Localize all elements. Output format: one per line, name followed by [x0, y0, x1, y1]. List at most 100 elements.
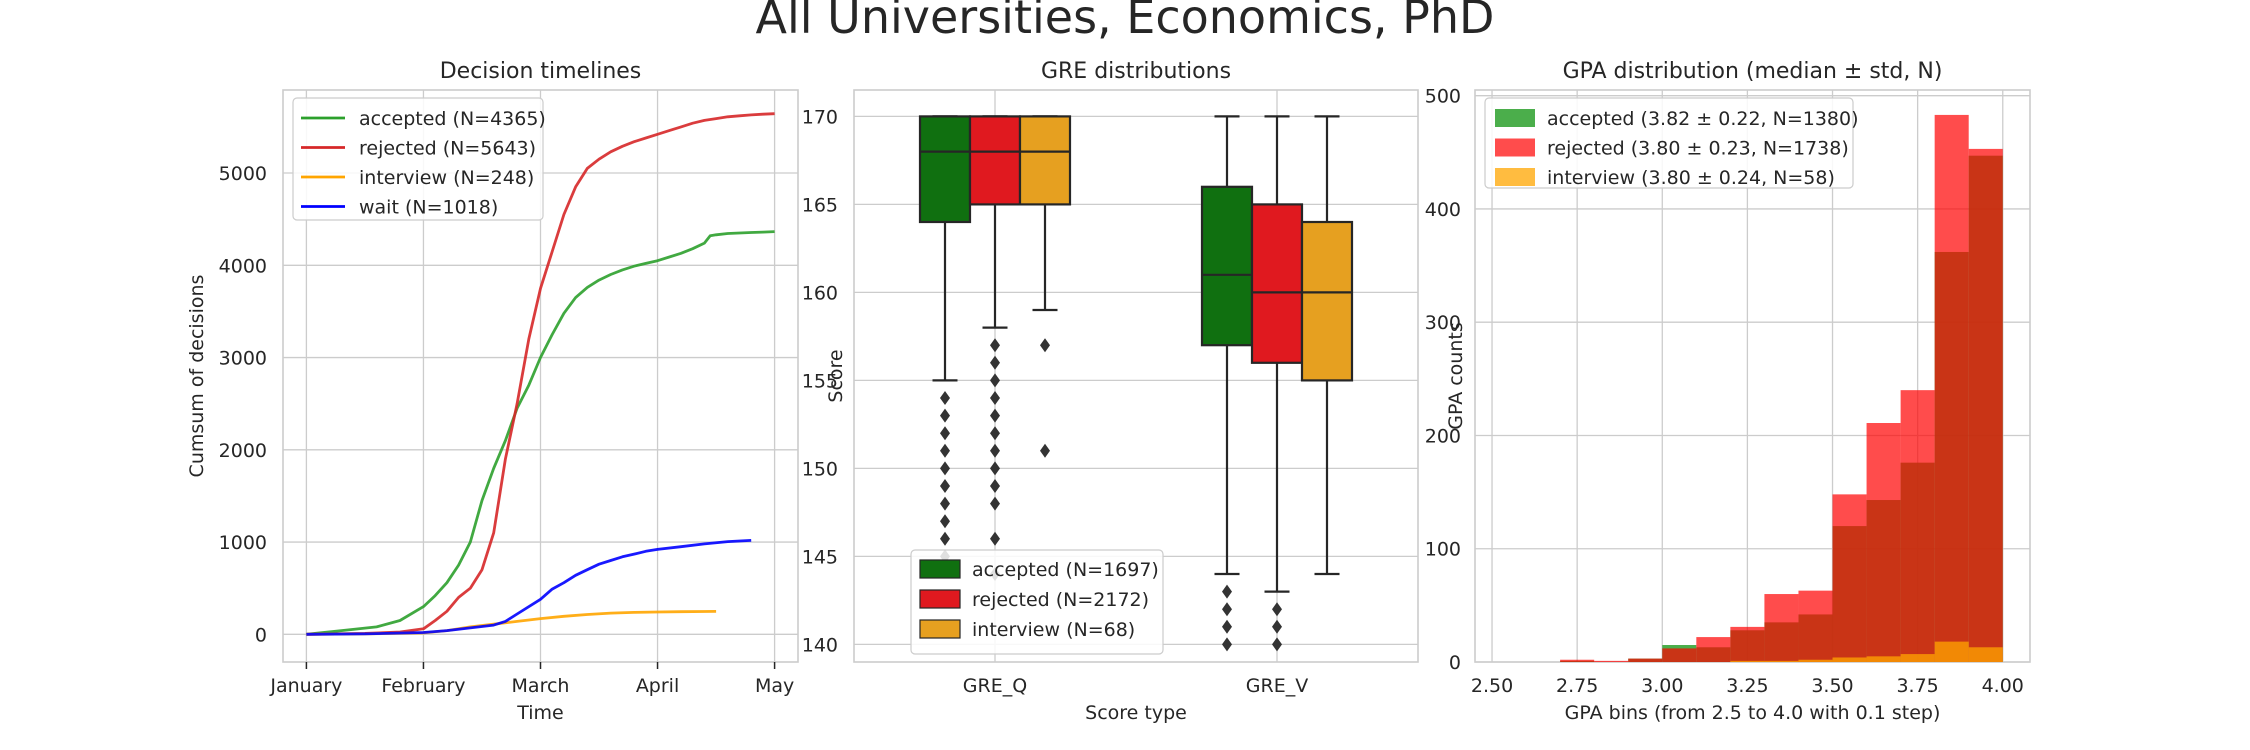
- histogram-bar: [1730, 660, 1765, 662]
- outlier-marker: [990, 373, 1000, 388]
- histogram-bar: [1900, 390, 1935, 662]
- series-line: [306, 112, 775, 636]
- histogram-bar: [1662, 648, 1697, 662]
- x-axis-label: Score type: [1085, 702, 1187, 724]
- legend-swatch: [919, 559, 961, 579]
- x-tick-label: GRE_V: [1246, 675, 1308, 697]
- box-body: [1018, 115, 1072, 206]
- x-tick-label: 3.25: [1726, 675, 1768, 697]
- outlier-marker: [990, 461, 1000, 476]
- y-axis-label: GPA counts: [1445, 322, 1467, 430]
- series-line: [306, 230, 775, 636]
- histogram-bar: [1968, 148, 2003, 662]
- x-axis-label: Time: [516, 702, 564, 724]
- legend-label: rejected (N=2172): [972, 589, 1149, 611]
- outlier-marker: [940, 496, 950, 511]
- y-tick-label: 0: [255, 624, 267, 646]
- series-line: [306, 539, 752, 636]
- outlier-marker: [940, 443, 950, 458]
- outlier-marker: [1222, 584, 1232, 599]
- outlier-marker: [940, 461, 950, 476]
- box-GRE_V-2: [1300, 115, 1354, 576]
- histogram-bar: [1798, 659, 1833, 662]
- outlier-marker: [940, 408, 950, 423]
- y-tick-label: 1000: [219, 532, 267, 554]
- box-body: [968, 115, 1022, 206]
- decision-timelines-chart: 0 1000 2000 3000 4000 5000 January February Marc…: [186, 59, 799, 724]
- panel-title: GRE distributions: [1041, 59, 1231, 84]
- y-tick-label: 100: [1425, 539, 1461, 561]
- histogram-bar: [1764, 660, 1799, 662]
- outlier-marker: [1272, 619, 1282, 634]
- histogram-series: [1730, 641, 2003, 662]
- outlier-marker: [990, 355, 1000, 370]
- legend: accepted (3.82 ± 0.22, N=1380) rejected (…: [1484, 97, 1859, 189]
- x-tick-label: 2.50: [1471, 675, 1513, 697]
- outlier-marker: [990, 531, 1000, 546]
- y-tick-label: 500: [1425, 86, 1461, 108]
- x-tick-label: GRE_Q: [963, 675, 1027, 697]
- y-tick-label: 150: [802, 458, 838, 480]
- outlier-marker: [990, 338, 1000, 353]
- x-tick-label: April: [636, 675, 679, 697]
- panel-title: Decision timelines: [440, 59, 642, 84]
- x-tick-label: May: [755, 675, 794, 697]
- legend-label: wait (N=1018): [359, 197, 498, 219]
- y-tick-label: 165: [802, 194, 838, 216]
- gpa-distribution-chart: 0 100 200 300 400 500 2.50 2.75 3.00 3.25 3.50 3.75…: [1425, 59, 2031, 724]
- box-GRE_Q-2: [1018, 115, 1072, 458]
- legend-label: interview (N=248): [359, 167, 534, 189]
- outlier-marker: [940, 426, 950, 441]
- histogram-bar: [1900, 654, 1935, 662]
- histogram-bar: [1628, 658, 1663, 662]
- histogram-bar: [1934, 641, 1969, 662]
- y-tick-label: 200: [1425, 425, 1461, 447]
- histogram-bar: [1866, 656, 1901, 662]
- histogram-bar: [1560, 659, 1595, 662]
- y-axis-label: Cumsum of decisions: [186, 275, 208, 478]
- histogram-bar: [1832, 657, 1867, 662]
- y-tick-label: 5000: [219, 163, 267, 185]
- outlier-marker: [1272, 637, 1282, 652]
- box-body: [1250, 203, 1304, 364]
- x-tick-label: 2.75: [1556, 675, 1598, 697]
- legend-swatch: [1495, 109, 1535, 127]
- outlier-marker: [1222, 619, 1232, 634]
- x-axis-label: GPA bins (from 2.5 to 4.0 with 0.1 step): [1565, 702, 1941, 724]
- legend-swatch: [1495, 168, 1535, 186]
- y-tick-label: 140: [802, 634, 838, 656]
- legend-swatch: [919, 619, 961, 639]
- y-tick-label: 155: [802, 370, 838, 392]
- box-GRE_Q-1: [968, 115, 1022, 581]
- histogram-bar: [1934, 114, 1969, 662]
- histogram-series: [1560, 114, 2003, 662]
- y-tick-label: 4000: [219, 255, 267, 277]
- y-tick-label: 400: [1425, 199, 1461, 221]
- y-axis-label: Score: [825, 349, 847, 402]
- legend-swatch: [919, 589, 961, 609]
- figure-title: All Universities, Economics, PhD: [756, 0, 1495, 44]
- x-tick-label: 3.50: [1811, 675, 1853, 697]
- gre-distributions-chart: 140 145 150 155 160 165 170 GRE_Q GRE_V accepted …: [802, 59, 1419, 724]
- legend-label: accepted (3.82 ± 0.22, N=1380): [1547, 108, 1859, 130]
- box-body: [1300, 220, 1354, 382]
- x-tick-label: 4.00: [1982, 675, 2024, 697]
- legend-label: accepted (N=1697): [972, 559, 1159, 581]
- histogram-bar: [1764, 594, 1799, 662]
- outlier-marker: [990, 479, 1000, 493]
- histogram-bar: [1968, 647, 2003, 662]
- legend-frame: [1484, 97, 1854, 189]
- y-tick-label: 170: [802, 106, 838, 128]
- histogram-bar: [1730, 626, 1765, 662]
- x-tick-label: March: [512, 675, 570, 697]
- box-body: [1200, 185, 1254, 347]
- legend-frame: [292, 97, 544, 221]
- legend-label: interview (3.80 ± 0.24, N=58): [1547, 167, 1835, 189]
- outlier-marker: [940, 479, 950, 493]
- histogram-bar: [1594, 660, 1629, 662]
- histogram-bar: [1832, 494, 1867, 662]
- y-tick-label: 160: [802, 282, 838, 304]
- outlier-marker: [1040, 443, 1050, 458]
- outlier-marker: [990, 443, 1000, 458]
